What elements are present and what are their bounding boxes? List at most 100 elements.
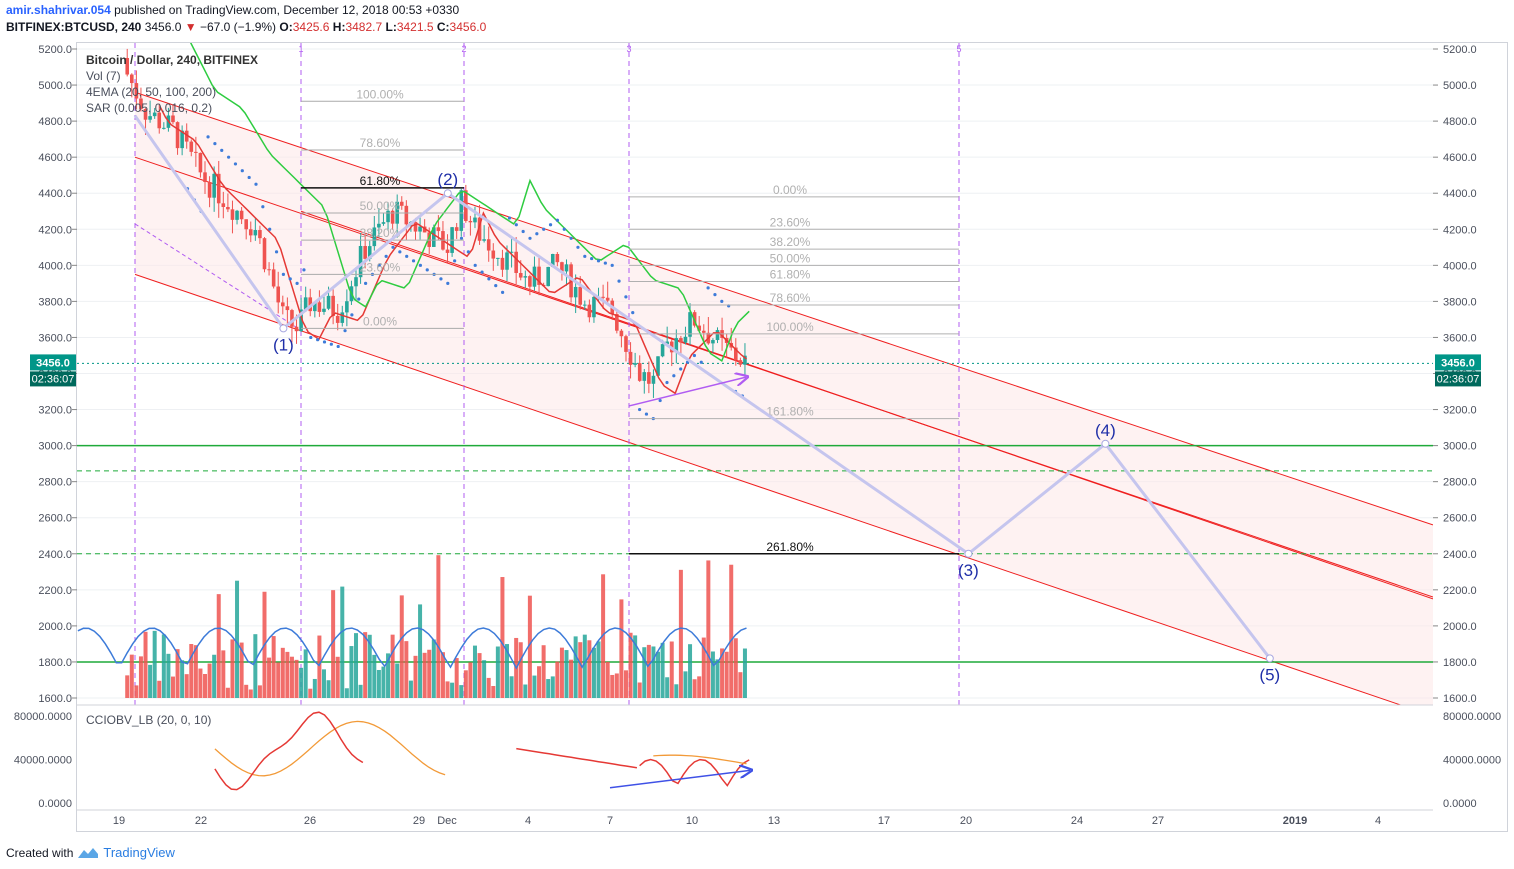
volume-bar — [203, 673, 208, 698]
candle-body — [258, 230, 262, 239]
volume-bar — [445, 681, 450, 698]
sar-dot — [220, 148, 224, 153]
divergence-arrow[interactable] — [628, 377, 746, 407]
candle-body — [139, 98, 143, 109]
down-arrow-icon: ▼ — [184, 20, 197, 34]
volume-bar — [175, 649, 180, 698]
author-link[interactable]: amir.shahrivar.054 — [6, 3, 111, 17]
wave-point-handle[interactable] — [1101, 439, 1110, 448]
sar-dot — [480, 270, 484, 274]
channel-line[interactable] — [300, 210, 1433, 600]
candle-body — [180, 130, 184, 149]
candle-body — [171, 115, 175, 123]
volume-bar — [134, 685, 139, 698]
volume-bar — [289, 656, 294, 698]
volume-bar — [591, 647, 596, 698]
sar-dot — [521, 229, 525, 234]
candle-body — [248, 229, 253, 236]
wave-point-handle[interactable] — [1265, 654, 1274, 663]
candle-body — [587, 304, 592, 318]
countdown-label: 02:36:07 — [1437, 373, 1480, 385]
candle-body — [683, 336, 688, 343]
sar-dot — [384, 254, 388, 258]
channel-line[interactable] — [134, 91, 1433, 526]
candle-body — [665, 341, 669, 345]
volume-bar — [633, 635, 638, 698]
volume-bar — [527, 595, 532, 698]
sar-dot — [227, 155, 231, 159]
volume-bar — [157, 680, 162, 698]
candle-body — [230, 209, 235, 220]
sar-dot — [459, 236, 464, 240]
volume-bar — [477, 653, 482, 698]
sar-dot — [213, 142, 217, 146]
ema-20-line — [159, 106, 747, 395]
sar-dot — [617, 279, 621, 283]
volume-bar — [331, 590, 336, 698]
legend-volume: Vol (7) — [86, 69, 121, 83]
volume-bar — [267, 657, 272, 698]
volume-ma-line — [77, 627, 747, 670]
volume-bar — [294, 659, 299, 698]
volume-bar — [518, 642, 523, 698]
candle-body — [326, 295, 331, 309]
volume-bar — [651, 646, 656, 698]
sar-dot — [247, 175, 251, 180]
volume-bar — [582, 634, 587, 698]
candle-body — [363, 245, 367, 259]
candle-body — [615, 314, 619, 331]
sar-dot — [624, 295, 628, 299]
y-tick-label: 5000.0 — [1443, 80, 1477, 92]
candle-body — [143, 108, 148, 120]
sar-dot — [713, 293, 717, 297]
candle-body — [134, 83, 139, 99]
candle-body — [358, 245, 363, 278]
x-tick-label: 13 — [768, 815, 780, 827]
volume-bar — [605, 661, 610, 698]
created-with-text: Created with — [6, 845, 74, 860]
candle-body — [399, 201, 404, 206]
indicator-divergence-arrow[interactable] — [609, 770, 750, 789]
wave-point-handle[interactable] — [443, 189, 452, 198]
candle-body — [216, 173, 221, 204]
volume-bar — [180, 660, 185, 698]
chart-frame[interactable] — [76, 42, 1508, 832]
sar-dot — [720, 299, 724, 303]
fib-level-label: 0.00% — [773, 183, 807, 197]
candle-body — [189, 141, 194, 152]
tradingview-link[interactable]: TradingView — [103, 845, 175, 860]
wave-point-handle[interactable] — [964, 549, 973, 558]
volume-bar — [166, 653, 171, 698]
sar-dot — [631, 311, 635, 315]
y-tick-label-left: 4400.0 — [38, 188, 72, 200]
volume-bar — [665, 677, 670, 698]
wave-point-handle[interactable] — [279, 324, 288, 333]
elliott-wave-path[interactable] — [133, 114, 1271, 660]
candle-body — [162, 127, 166, 129]
footer: Created with TradingView — [6, 845, 175, 860]
y-tick-label: 2000.0 — [1443, 621, 1477, 633]
sar-dot — [487, 277, 491, 281]
y-tick-label-left: 4600.0 — [38, 152, 72, 164]
candle-body — [514, 251, 518, 273]
volume-bar — [303, 649, 308, 698]
candle-body — [459, 190, 464, 231]
candle-body — [280, 302, 285, 307]
countdown-label: 02:36:07 — [32, 373, 75, 385]
volume-bar — [349, 646, 354, 698]
indicator-y-tick-label-left: 40000.0000 — [14, 755, 72, 767]
volume-bar — [601, 574, 606, 698]
cciobv-line — [214, 711, 364, 791]
volume-bar — [587, 640, 592, 698]
sar-dot — [357, 297, 361, 301]
candle-body — [390, 210, 395, 224]
candle-body — [372, 227, 377, 247]
fib-level-label: 100.00% — [356, 87, 404, 101]
channel-line[interactable] — [134, 273, 1433, 716]
volume-bar — [386, 653, 391, 698]
candle-body — [212, 173, 216, 198]
cciobv-line-3 — [639, 758, 750, 787]
sar-dot — [233, 162, 238, 166]
sar-dot — [494, 284, 498, 288]
